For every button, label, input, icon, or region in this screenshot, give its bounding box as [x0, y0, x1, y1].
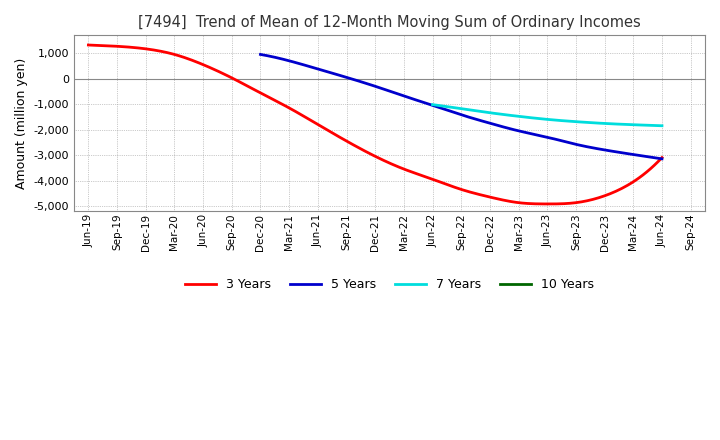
3 Years — [423, 175, 432, 180]
7 Years — [621, 122, 630, 127]
7 Years — [564, 118, 572, 124]
5 Years — [258, 52, 266, 57]
3 Years — [426, 176, 434, 181]
5 Years — [620, 150, 629, 156]
5 Years — [494, 123, 503, 128]
7 Years — [429, 102, 438, 107]
5 Years — [495, 123, 504, 128]
Legend: 3 Years, 5 Years, 7 Years, 10 Years: 3 Years, 5 Years, 7 Years, 10 Years — [180, 273, 599, 296]
3 Years — [606, 191, 614, 196]
7 Years — [564, 118, 573, 124]
3 Years — [657, 155, 666, 160]
Y-axis label: Amount (million yen): Amount (million yen) — [15, 58, 28, 189]
7 Years — [428, 102, 437, 107]
Title: [7494]  Trend of Mean of 12-Month Moving Sum of Ordinary Incomes: [7494] Trend of Mean of 12-Month Moving … — [138, 15, 641, 30]
3 Years — [570, 200, 578, 205]
3 Years — [86, 42, 94, 48]
3 Years — [544, 202, 553, 207]
5 Years — [502, 125, 510, 130]
3 Years — [84, 42, 93, 48]
7 Years — [569, 119, 577, 124]
7 Years — [636, 122, 645, 128]
5 Years — [595, 147, 603, 152]
7 Years — [657, 123, 666, 128]
5 Years — [657, 156, 666, 161]
Line: 5 Years: 5 Years — [261, 55, 662, 159]
Line: 3 Years: 3 Years — [89, 45, 662, 204]
3 Years — [435, 179, 444, 184]
5 Years — [256, 52, 265, 57]
Line: 7 Years: 7 Years — [433, 105, 662, 126]
